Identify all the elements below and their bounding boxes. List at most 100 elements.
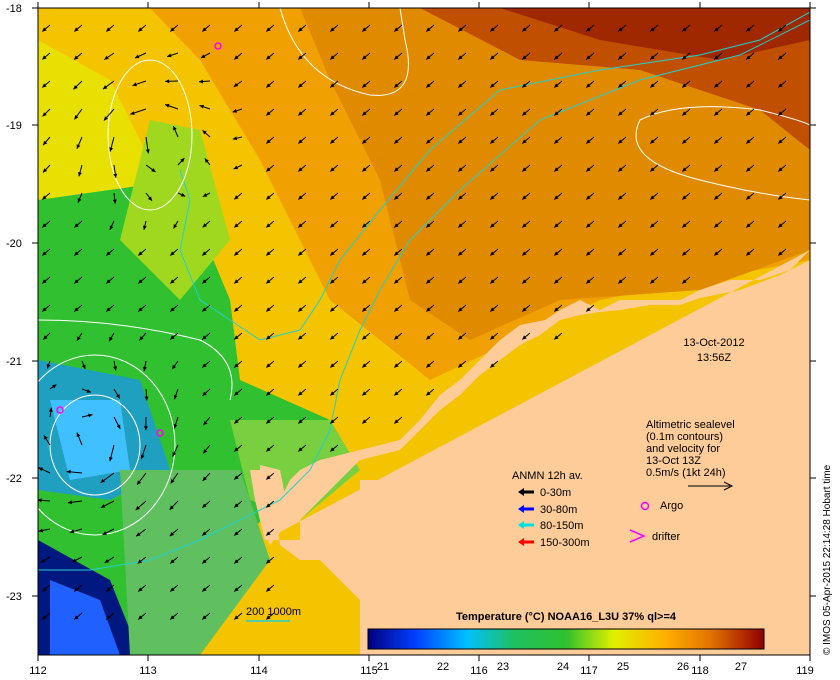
arrow-head-icon xyxy=(490,195,495,200)
arrow-head-icon xyxy=(586,307,591,312)
arrow-head-icon xyxy=(778,27,783,32)
arrow-head-icon xyxy=(394,27,399,32)
arrow-head-icon xyxy=(74,615,79,620)
anmn-item-3: 150-300m xyxy=(518,537,590,549)
arrow-head-icon xyxy=(169,532,175,537)
arrow-head-icon xyxy=(138,615,143,620)
arrow-head-icon xyxy=(76,144,81,149)
arrow-head-icon xyxy=(522,223,527,228)
arrow-head-icon xyxy=(42,168,48,173)
arrow-head-icon xyxy=(394,83,399,88)
arrow-head-icon xyxy=(106,307,111,312)
arrow-head-icon xyxy=(199,79,204,84)
colorbar-tick: 24 xyxy=(557,661,569,673)
lon-label: 112 xyxy=(29,665,47,677)
arrow-head-icon xyxy=(330,167,335,172)
arrow-head-icon xyxy=(100,478,105,483)
arrow-head-icon xyxy=(458,55,463,60)
arrow-head-icon xyxy=(362,223,367,228)
arrow-head-icon xyxy=(490,363,495,368)
arrow-head-icon xyxy=(106,587,111,592)
arrow-head-icon xyxy=(650,167,655,172)
anmn-label: 150-300m xyxy=(540,537,590,549)
lat-label: -22 xyxy=(6,473,22,485)
lat-label: -19 xyxy=(6,120,22,132)
arrow-head-icon xyxy=(42,279,47,284)
arrow-head-icon xyxy=(234,195,239,200)
arrow-head-icon xyxy=(140,454,145,460)
arrow-head-icon xyxy=(298,391,303,396)
colorbar-title: Temperature (°C) NOAA16_L3U 37% ql>=4 xyxy=(456,611,677,623)
arrow-head-icon xyxy=(102,531,107,535)
lat-label: -23 xyxy=(6,591,22,603)
arrow-head-icon xyxy=(362,167,367,172)
arrow-head-icon xyxy=(426,27,431,32)
arrow-head-icon xyxy=(109,147,114,152)
arrow-head-icon xyxy=(202,587,207,592)
arrow-head-icon xyxy=(113,366,118,371)
depth-label: 200 1000m xyxy=(246,606,301,618)
arrow-head-icon xyxy=(714,111,719,116)
arrow-head-icon xyxy=(362,363,367,368)
arrow-head-icon xyxy=(458,167,463,172)
arrow-head-icon xyxy=(650,83,655,88)
arrow-head-icon xyxy=(46,364,51,369)
arrow-head-icon xyxy=(165,103,170,108)
arrow-head-icon xyxy=(458,279,463,284)
arrow-head-icon xyxy=(266,251,271,256)
arrow-head-icon xyxy=(522,111,527,116)
arrow-head-icon xyxy=(42,55,47,60)
arrow-head-icon xyxy=(458,335,463,340)
lat-label: -21 xyxy=(6,356,22,368)
arrow-head-icon xyxy=(682,279,687,284)
arrow-head-icon xyxy=(43,335,48,340)
arrow-head-icon xyxy=(650,251,655,256)
arrow-head-icon xyxy=(104,559,110,563)
arrow-head-icon xyxy=(42,27,47,32)
arrow-head-icon xyxy=(266,587,271,592)
arrow-head-icon xyxy=(330,419,335,424)
arrow-head-icon xyxy=(233,82,239,87)
arrow-head-icon xyxy=(136,532,141,537)
arrow-head-icon xyxy=(522,279,527,284)
arrow-head-icon xyxy=(394,223,399,228)
arrow-head-icon xyxy=(266,111,271,116)
lon-label: 118 xyxy=(691,665,709,677)
arrow-head-icon xyxy=(180,158,185,163)
arrow-head-icon xyxy=(586,223,591,228)
arrow-head-icon xyxy=(74,307,79,312)
arrow-head-icon xyxy=(586,139,591,144)
axis-ticks xyxy=(32,2,816,661)
arrow-head-icon xyxy=(234,587,239,592)
arrow-head-icon xyxy=(43,140,48,146)
arrow-head-icon xyxy=(202,223,207,228)
arrow-head-icon xyxy=(618,55,623,60)
arrow-head-icon xyxy=(298,139,303,144)
arrow-head-icon xyxy=(170,559,175,564)
arrow-head-icon xyxy=(202,476,207,481)
arrow-head-icon xyxy=(362,111,367,116)
arrow-head-icon xyxy=(144,396,149,401)
map-date: 13-Oct-2012 xyxy=(683,337,744,349)
arrow-head-icon xyxy=(586,27,591,32)
arrow-head-icon xyxy=(746,27,751,32)
arrow-head-icon xyxy=(266,195,271,200)
arrow-head-icon xyxy=(202,391,207,396)
arrow-head-icon xyxy=(426,139,431,144)
arrow-head-icon xyxy=(170,615,175,620)
arrow-head-icon xyxy=(138,27,143,32)
arrow-head-icon xyxy=(714,195,719,200)
arrow-head-icon xyxy=(165,79,170,84)
arrow-head-icon xyxy=(76,336,81,341)
arrow-head-icon xyxy=(458,307,463,312)
arrow-head-icon xyxy=(522,55,527,60)
colorbar-tick: 22 xyxy=(437,661,449,673)
arrow-head-icon xyxy=(394,251,399,256)
arrow-head-icon xyxy=(426,195,431,200)
anmn-label: 0-30m xyxy=(540,487,571,499)
arrow-head-icon xyxy=(362,279,367,284)
arrow-head-icon xyxy=(298,335,303,340)
arrow-head-icon xyxy=(66,469,71,474)
arrow-head-icon xyxy=(203,420,208,426)
arrow-head-icon xyxy=(330,223,335,228)
